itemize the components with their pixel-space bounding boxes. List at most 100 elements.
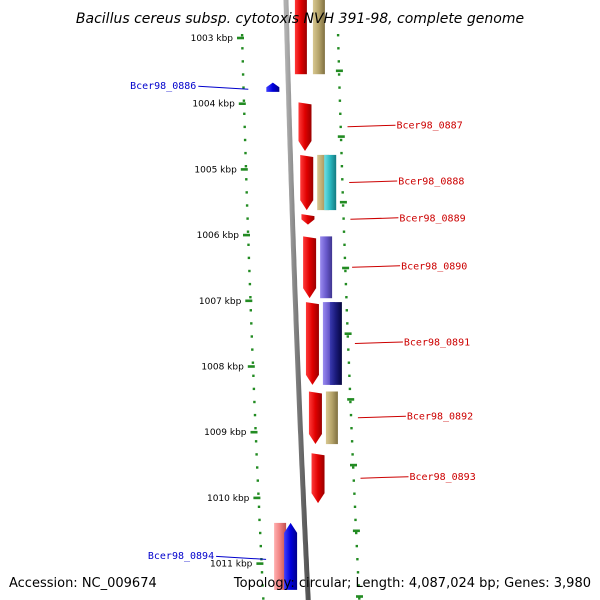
major-tick-mark bbox=[237, 36, 244, 40]
gene-arrow bbox=[298, 102, 312, 152]
minor-tick-mark bbox=[247, 243, 250, 246]
gene-arrow bbox=[308, 391, 322, 445]
gene-arrow-partial bbox=[294, 0, 307, 75]
minor-tick-mark bbox=[345, 296, 348, 299]
minor-tick-mark bbox=[353, 492, 356, 495]
minor-tick-mark bbox=[339, 138, 343, 142]
major-tick-mark bbox=[253, 496, 261, 500]
gene-label: Bcer98_0892 bbox=[407, 412, 473, 423]
minor-tick-mark bbox=[337, 73, 341, 76]
minor-tick-mark bbox=[261, 584, 264, 587]
minor-tick-mark bbox=[248, 269, 251, 273]
kbp-scale: 1003 kbp 1004 kbp 1005 kbp 1006 kbp 1007 kbp… bbox=[191, 34, 363, 598]
major-tick-mark bbox=[344, 332, 352, 335]
gene-label: Bcer98_0888 bbox=[398, 177, 464, 188]
minor-tick-mark bbox=[346, 322, 349, 325]
kbp-tick-label: 1009 kbp bbox=[204, 428, 247, 438]
minor-tick-mark bbox=[251, 361, 255, 364]
minor-tick-mark bbox=[353, 505, 357, 508]
major-tick-mark bbox=[356, 595, 363, 598]
major-tick-mark bbox=[240, 168, 248, 171]
minor-tick-mark bbox=[241, 47, 244, 50]
minor-tick-mark bbox=[260, 571, 264, 574]
kbp-tick-label: 1008 kbp bbox=[201, 363, 244, 373]
minor-tick-mark bbox=[257, 492, 260, 495]
cog-block-pink bbox=[274, 522, 287, 590]
minor-tick-mark bbox=[350, 427, 353, 430]
cog-block-cyan bbox=[324, 154, 337, 211]
gene-label-leader bbox=[357, 415, 406, 419]
gene-label: Bcer98_0890 bbox=[401, 261, 467, 272]
minor-tick-mark bbox=[340, 151, 343, 155]
minor-tick-mark bbox=[348, 387, 352, 391]
minor-tick-mark bbox=[339, 125, 342, 129]
minor-tick-mark bbox=[358, 597, 361, 600]
gene-arrow bbox=[303, 236, 317, 299]
gene-label: Bcer98_0891 bbox=[404, 338, 470, 349]
minor-tick-mark bbox=[341, 204, 345, 207]
minor-tick-mark bbox=[249, 309, 252, 312]
minor-tick-mark bbox=[352, 479, 355, 482]
minor-tick-mark bbox=[351, 453, 354, 456]
major-tick-mark bbox=[350, 463, 357, 467]
minor-tick-mark bbox=[338, 99, 342, 102]
minor-tick-mark bbox=[244, 151, 247, 155]
gene-label-leader bbox=[354, 341, 403, 344]
gene-label: Bcer98_0893 bbox=[410, 472, 476, 483]
minor-tick-mark bbox=[343, 256, 347, 260]
minor-tick-mark bbox=[243, 112, 246, 115]
minor-tick-mark bbox=[254, 440, 258, 443]
minor-tick-mark bbox=[346, 335, 349, 338]
major-tick-mark bbox=[342, 266, 350, 270]
minor-tick-mark bbox=[252, 387, 256, 391]
gene-label: Bcer98_0886 bbox=[130, 81, 196, 92]
gene-label-leader bbox=[350, 217, 399, 220]
major-tick-mark bbox=[335, 69, 343, 73]
gene-arrow bbox=[301, 214, 315, 225]
minor-tick-mark bbox=[357, 584, 360, 587]
major-tick-mark bbox=[256, 562, 264, 565]
minor-tick-mark bbox=[240, 34, 244, 37]
minor-tick-mark bbox=[250, 335, 253, 338]
gene-label-leader bbox=[360, 476, 409, 479]
minor-tick-mark bbox=[250, 322, 253, 325]
minor-tick-mark bbox=[349, 413, 353, 417]
genome-backbone bbox=[283, 0, 311, 600]
gene-arrow bbox=[266, 82, 280, 92]
minor-tick-mark bbox=[348, 374, 351, 377]
minor-tick-mark bbox=[253, 400, 256, 404]
minor-tick-mark bbox=[245, 178, 248, 181]
minor-tick-mark bbox=[251, 348, 254, 351]
minor-tick-mark bbox=[254, 427, 257, 430]
gene-label-leader bbox=[352, 265, 401, 268]
gene-arrow bbox=[305, 302, 319, 385]
minor-tick-mark bbox=[241, 73, 245, 76]
map-title: Bacillus cereus subsp. cytotoxis NVH 391… bbox=[76, 11, 524, 27]
gene-label-leader bbox=[216, 555, 267, 560]
major-tick-mark bbox=[243, 233, 250, 237]
minor-tick-mark bbox=[245, 191, 248, 194]
gene-label-leader bbox=[198, 85, 249, 90]
minor-tick-mark bbox=[344, 282, 348, 286]
kbp-tick-label: 1010 kbp bbox=[207, 494, 250, 504]
minor-tick-mark bbox=[354, 518, 357, 522]
major-tick-mark bbox=[247, 365, 255, 368]
minor-tick-mark bbox=[253, 413, 257, 417]
minor-tick-mark bbox=[355, 531, 358, 535]
gene-labels: Bcer98_0886 Bcer98_0887 Bcer98_0888 Bcer98_… bbox=[130, 81, 476, 562]
major-tick-mark bbox=[339, 200, 347, 204]
dotted-tick-ring-outer bbox=[336, 34, 361, 600]
gene-label-leader bbox=[347, 124, 396, 128]
minor-tick-mark bbox=[241, 60, 244, 63]
minor-tick-mark bbox=[247, 256, 251, 260]
minor-tick-mark bbox=[255, 453, 258, 456]
cog-feature-ring bbox=[274, 0, 342, 590]
gene-label: Bcer98_0887 bbox=[397, 121, 463, 132]
gene-label-leader bbox=[349, 180, 398, 183]
minor-tick-mark bbox=[243, 125, 246, 129]
minor-tick-mark bbox=[352, 466, 355, 469]
minor-tick-mark bbox=[344, 269, 347, 273]
minor-tick-mark bbox=[342, 230, 346, 233]
